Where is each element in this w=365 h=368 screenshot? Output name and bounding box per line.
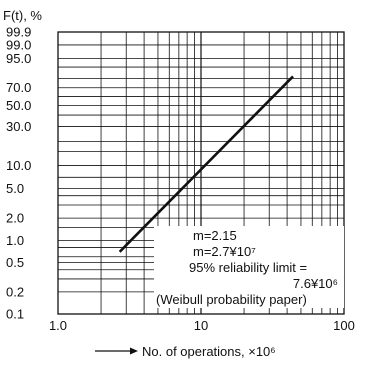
series-layer bbox=[118, 75, 294, 253]
y-tick-label: 0.1 bbox=[6, 307, 24, 322]
y-tick-label: 95.0 bbox=[6, 51, 31, 66]
y-tick-label: 1.0 bbox=[6, 233, 24, 248]
y-tick-label: 99.0 bbox=[6, 37, 31, 52]
x-tick-label: 100 bbox=[333, 318, 355, 333]
y-tick-labels: 99.999.095.0 70.0 50.0 30.0 10.0 5.0 2.0 1.0 0.5… bbox=[6, 25, 31, 322]
annotation-line-5: (Weibull probability paper) bbox=[156, 292, 307, 307]
x-axis-title: No. of operations, ×10⁶ bbox=[95, 344, 276, 359]
annotation-box-bg bbox=[154, 226, 344, 308]
annotation-line-4: 7.6¥10⁶ bbox=[293, 276, 338, 291]
annotation-box: m=2.15 m=2.7¥10⁷ 95% reliability limit =… bbox=[154, 226, 344, 308]
x-tick-label: 10 bbox=[194, 318, 208, 333]
y-tick-label: 2.0 bbox=[6, 211, 24, 226]
annotation-line-1: m=2.15 bbox=[193, 228, 237, 243]
y-tick-label: 99.9 bbox=[6, 25, 31, 40]
x-tick-labels: 1.0 10 100 bbox=[49, 318, 355, 333]
x-axis-label: No. of operations, ×10⁶ bbox=[142, 344, 276, 359]
annotation-line-2: m=2.7¥10⁷ bbox=[193, 244, 256, 259]
y-tick-label: 0.5 bbox=[6, 255, 24, 270]
x-tick-label: 1.0 bbox=[49, 318, 67, 333]
annotation-line-3: 95% reliability limit = bbox=[189, 260, 307, 275]
y-tick-label: 0.2 bbox=[6, 284, 24, 299]
x-axis-arrow-head bbox=[130, 347, 138, 355]
plot-frame bbox=[57, 31, 345, 315]
series-line bbox=[118, 75, 294, 253]
y-tick-label: 50.0 bbox=[6, 98, 31, 113]
y-tick-label: 70.0 bbox=[6, 80, 31, 95]
y-tick-label: 30.0 bbox=[6, 119, 31, 134]
y-tick-label: 10.0 bbox=[6, 158, 31, 173]
y-tick-label: 5.0 bbox=[6, 181, 24, 196]
y-axis-label: F(t), % bbox=[3, 8, 42, 23]
